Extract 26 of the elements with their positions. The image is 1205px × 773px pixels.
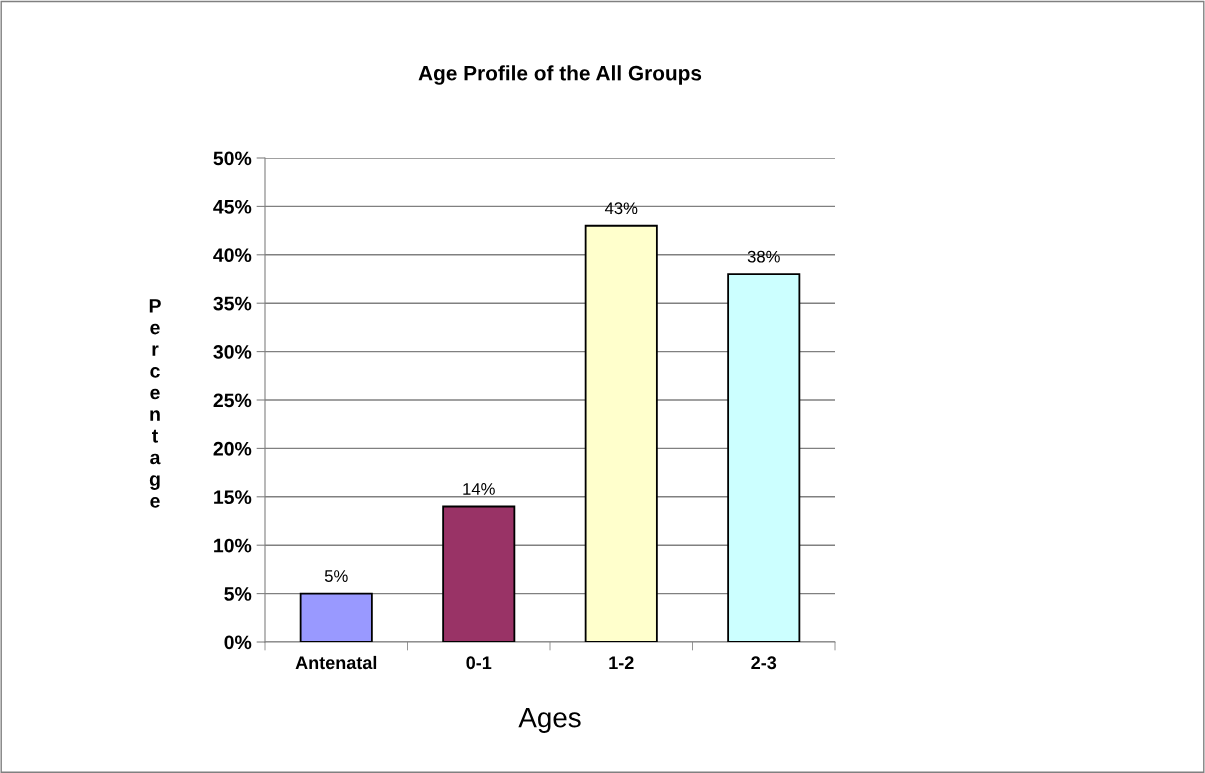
chart-title: Age Profile of the All Groups bbox=[418, 65, 702, 85]
x-tick-label: 0-1 bbox=[466, 656, 492, 670]
bar bbox=[442, 505, 516, 642]
data-label: 43% bbox=[604, 202, 638, 215]
bar bbox=[727, 273, 801, 642]
data-label: 14% bbox=[463, 483, 495, 495]
x-axis-title: Ages bbox=[518, 708, 581, 733]
y-tick-label: 5% bbox=[224, 587, 252, 601]
x-tick-label: 2-3 bbox=[751, 656, 777, 670]
y-tick-label: 45% bbox=[213, 199, 252, 214]
x-tick-label: 1-2 bbox=[609, 656, 634, 669]
y-tick-label: 50% bbox=[213, 151, 252, 166]
y-tick-label: 35% bbox=[213, 296, 252, 311]
text: Percentage bbox=[149, 299, 161, 508]
y-tick-label: 30% bbox=[213, 345, 252, 359]
data-label: 38% bbox=[747, 250, 780, 263]
data-label: 5% bbox=[324, 570, 348, 582]
y-tick-label: 0% bbox=[224, 635, 252, 650]
y-tick-label: 10% bbox=[214, 538, 252, 553]
y-tick-label: 25% bbox=[213, 393, 252, 408]
y-tick-label: 15% bbox=[214, 490, 252, 505]
bar bbox=[299, 592, 373, 642]
bar bbox=[584, 224, 658, 642]
y-tick-label: 40% bbox=[213, 248, 252, 263]
x-tick-label: Antenatal bbox=[295, 655, 377, 670]
y-tick-label: 20% bbox=[213, 441, 252, 456]
